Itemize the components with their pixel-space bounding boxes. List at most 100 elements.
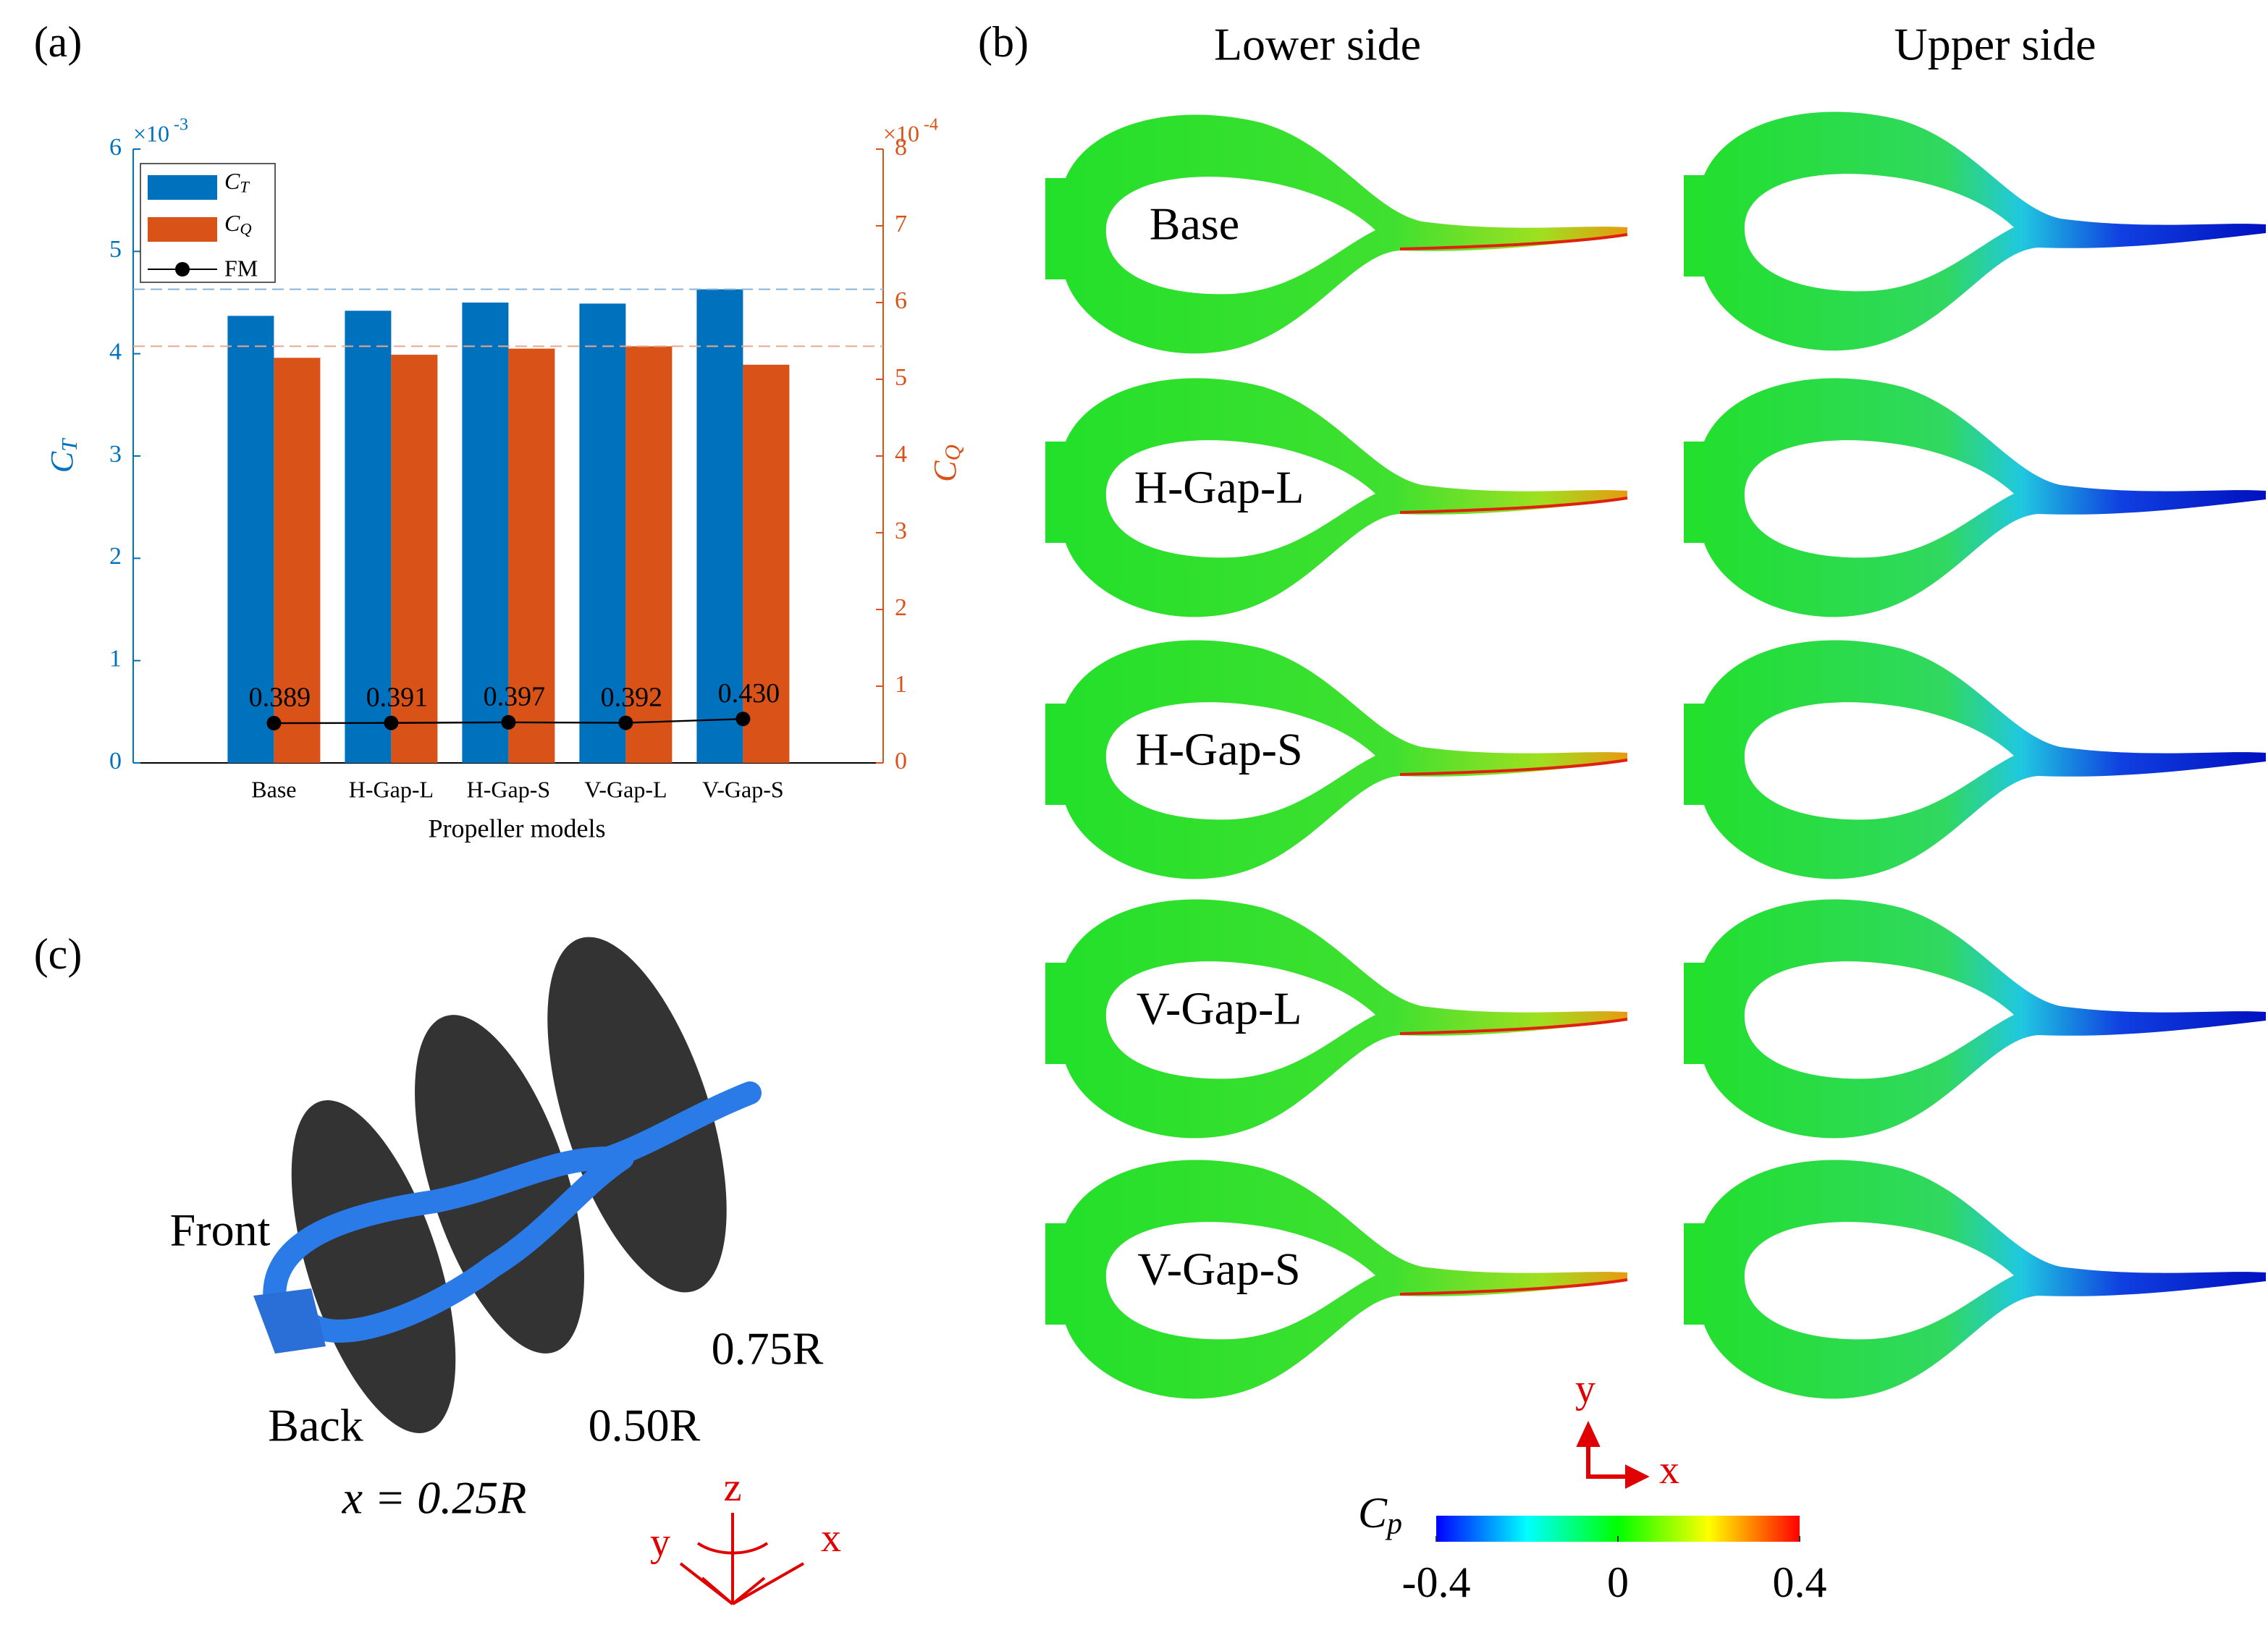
y2-axis-label: CQ	[927, 444, 965, 482]
y-tick-label: 3	[109, 441, 122, 468]
x-tick-label: Base	[251, 776, 296, 802]
row-label: H-Gap-S	[1135, 724, 1302, 775]
lower-contour	[1045, 378, 1627, 617]
bar	[625, 346, 673, 763]
lower-edge	[1399, 1278, 1628, 1296]
propeller-hub	[253, 1288, 326, 1354]
lower-contour	[1045, 114, 1627, 354]
y2-tick-label: 2	[895, 594, 907, 621]
colorbar-tick-label: -0.4	[1402, 1558, 1471, 1606]
fm-point	[266, 716, 282, 731]
y-axis-label: CT	[44, 438, 82, 473]
y-tick-label: 0	[109, 748, 122, 774]
y-tick-label: 5	[109, 236, 122, 263]
colorbar-tick-label: 0	[1607, 1558, 1629, 1606]
y2-tick-label: 5	[895, 364, 907, 391]
lower-contour	[1045, 640, 1627, 879]
geometry-label: 0.75R	[712, 1323, 824, 1375]
upper-contour	[1684, 899, 2266, 1139]
x-tick-label: V-Gap-L	[584, 776, 667, 802]
y2-tick-label: 8	[895, 134, 907, 161]
lower-contour	[1045, 899, 1627, 1139]
column-title: Upper side	[1894, 19, 2096, 70]
panel-label: (a)	[34, 18, 83, 66]
geometry-label: 0.50R	[589, 1400, 701, 1451]
axis-label: y	[650, 1520, 670, 1565]
slice-disc	[291, 1100, 456, 1433]
x-tick-label: H-Gap-S	[467, 776, 551, 802]
fm-point	[735, 712, 751, 727]
bar	[391, 355, 438, 764]
bar	[462, 303, 509, 763]
lower-edge	[1399, 497, 1628, 514]
bar	[345, 311, 392, 764]
upper-contour	[1684, 111, 2266, 351]
upper-contour	[1684, 378, 2266, 617]
lower-edge	[1399, 233, 1628, 250]
bar	[743, 364, 790, 763]
bar	[579, 303, 626, 763]
x-tick-label: V-Gap-S	[702, 776, 784, 802]
bar	[508, 348, 555, 764]
bar	[696, 289, 743, 763]
fm-value-label: 0.391	[366, 682, 429, 712]
bar	[274, 358, 321, 763]
legend-marker	[175, 262, 190, 277]
y-tick-label: 4	[109, 338, 122, 365]
legend-label: CT	[224, 168, 250, 196]
colorbar-label: Cp	[1358, 1489, 1402, 1540]
panel-b: Lower side Upper side Base H-Gap-L H-Gap-S V-…	[1045, 19, 2266, 1606]
y-tick-label: 6	[109, 134, 122, 161]
panel-label: (b)	[978, 18, 1029, 66]
axis-label: x	[1659, 1448, 1679, 1493]
y2-tick-label: 7	[895, 211, 907, 237]
axis-multiplier: ×10	[133, 120, 169, 146]
row-label: V-Gap-S	[1137, 1244, 1300, 1295]
fm-value-label: 0.392	[601, 682, 663, 712]
slice-disc	[547, 937, 727, 1293]
x-axis-label: Propeller models	[429, 814, 606, 843]
row-label: H-Gap-L	[1134, 462, 1304, 513]
axis-label: z	[724, 1465, 742, 1510]
axis-power: -4	[924, 116, 938, 135]
fm-point	[501, 714, 516, 730]
fm-value-label: 0.397	[484, 682, 546, 712]
row-label: Base	[1150, 198, 1239, 250]
y2-tick-label: 1	[895, 671, 907, 698]
lower-edge	[1399, 1018, 1628, 1035]
y-tick-label: 1	[109, 645, 122, 672]
fm-point	[384, 715, 399, 730]
x-tick-label: H-Gap-L	[349, 776, 434, 802]
geometry-label: x = 0.25R	[342, 1472, 527, 1524]
upper-contour	[1684, 640, 2266, 879]
geometry-label: Front	[170, 1204, 271, 1256]
legend-swatch	[148, 217, 217, 242]
lower-contour	[1045, 1160, 1627, 1399]
lower-edge	[1399, 759, 1628, 776]
axis-label: x	[821, 1516, 841, 1561]
axis-power: -3	[174, 116, 188, 135]
fm-value-label: 0.389	[249, 683, 311, 713]
panel-label: (c)	[34, 930, 83, 978]
legend-label: CQ	[224, 210, 252, 238]
bar	[227, 316, 274, 764]
y2-tick-label: 6	[895, 287, 907, 314]
fm-value-label: 0.430	[718, 678, 780, 709]
propeller-blade	[263, 1081, 762, 1343]
upper-contour	[1684, 1160, 2266, 1399]
fm-point	[618, 715, 633, 730]
y2-tick-label: 3	[895, 518, 907, 544]
legend-label: FM	[224, 255, 258, 281]
column-title: Lower side	[1214, 19, 1421, 70]
row-label: V-Gap-L	[1137, 983, 1302, 1034]
y2-tick-label: 0	[895, 748, 907, 774]
axis-glyph	[679, 1513, 804, 1605]
y2-tick-label: 4	[895, 441, 907, 468]
legend-swatch	[148, 175, 217, 200]
geometry-label: Back	[268, 1400, 363, 1451]
axis-label: y	[1575, 1367, 1595, 1411]
